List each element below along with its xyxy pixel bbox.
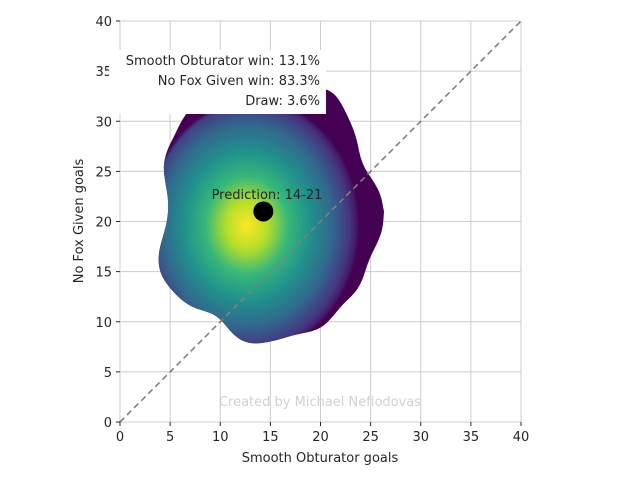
y-tick-label: 25	[95, 165, 112, 180]
y-tick-label: 30	[95, 115, 112, 130]
x-axis-label: Smooth Obturator goals	[242, 451, 399, 466]
y-tick-label: 0	[104, 416, 112, 431]
diagonal-reference-line	[119, 20, 522, 423]
x-tick-label: 40	[513, 430, 530, 445]
probability-box: Smooth Obturator win: 13.1% No Fox Given…	[109, 50, 326, 114]
y-tick-label: 15	[95, 266, 112, 281]
probability-box-background	[109, 50, 326, 114]
x-tick-label: 15	[262, 430, 279, 445]
x-tick-label: 35	[463, 430, 480, 445]
prediction-point	[253, 201, 274, 222]
axes: 0 5 10 15 20 25 30 35 40 0 5 10 15 20 25 30 35 40	[95, 15, 529, 445]
prediction-marker	[253, 201, 274, 222]
x-tick-label: 5	[166, 430, 174, 445]
prediction-label: Prediction: 14-21	[212, 188, 323, 203]
x-tick-label: 20	[312, 430, 329, 445]
watermark: Created by Michael Nefiodovas	[219, 395, 421, 410]
y-tick-label: 40	[95, 15, 112, 30]
y-axis-label: No Fox Given goals	[72, 159, 87, 284]
density-core	[158, 101, 359, 344]
prob-team1-win: Smooth Obturator win: 13.1%	[126, 54, 320, 69]
prob-draw: Draw: 3.6%	[245, 94, 320, 109]
x-tick-label: 0	[116, 430, 124, 445]
y-tick-label: 10	[95, 316, 112, 331]
y-tick-label: 20	[95, 216, 112, 231]
x-tick-label: 30	[412, 430, 429, 445]
diagonal-line	[119, 20, 522, 423]
y-tick-label: 35	[95, 65, 112, 80]
x-tick-label: 25	[362, 430, 379, 445]
y-tick-label: 5	[104, 366, 112, 381]
prob-team2-win: No Fox Given win: 83.3%	[158, 74, 320, 89]
x-tick-label: 10	[212, 430, 229, 445]
